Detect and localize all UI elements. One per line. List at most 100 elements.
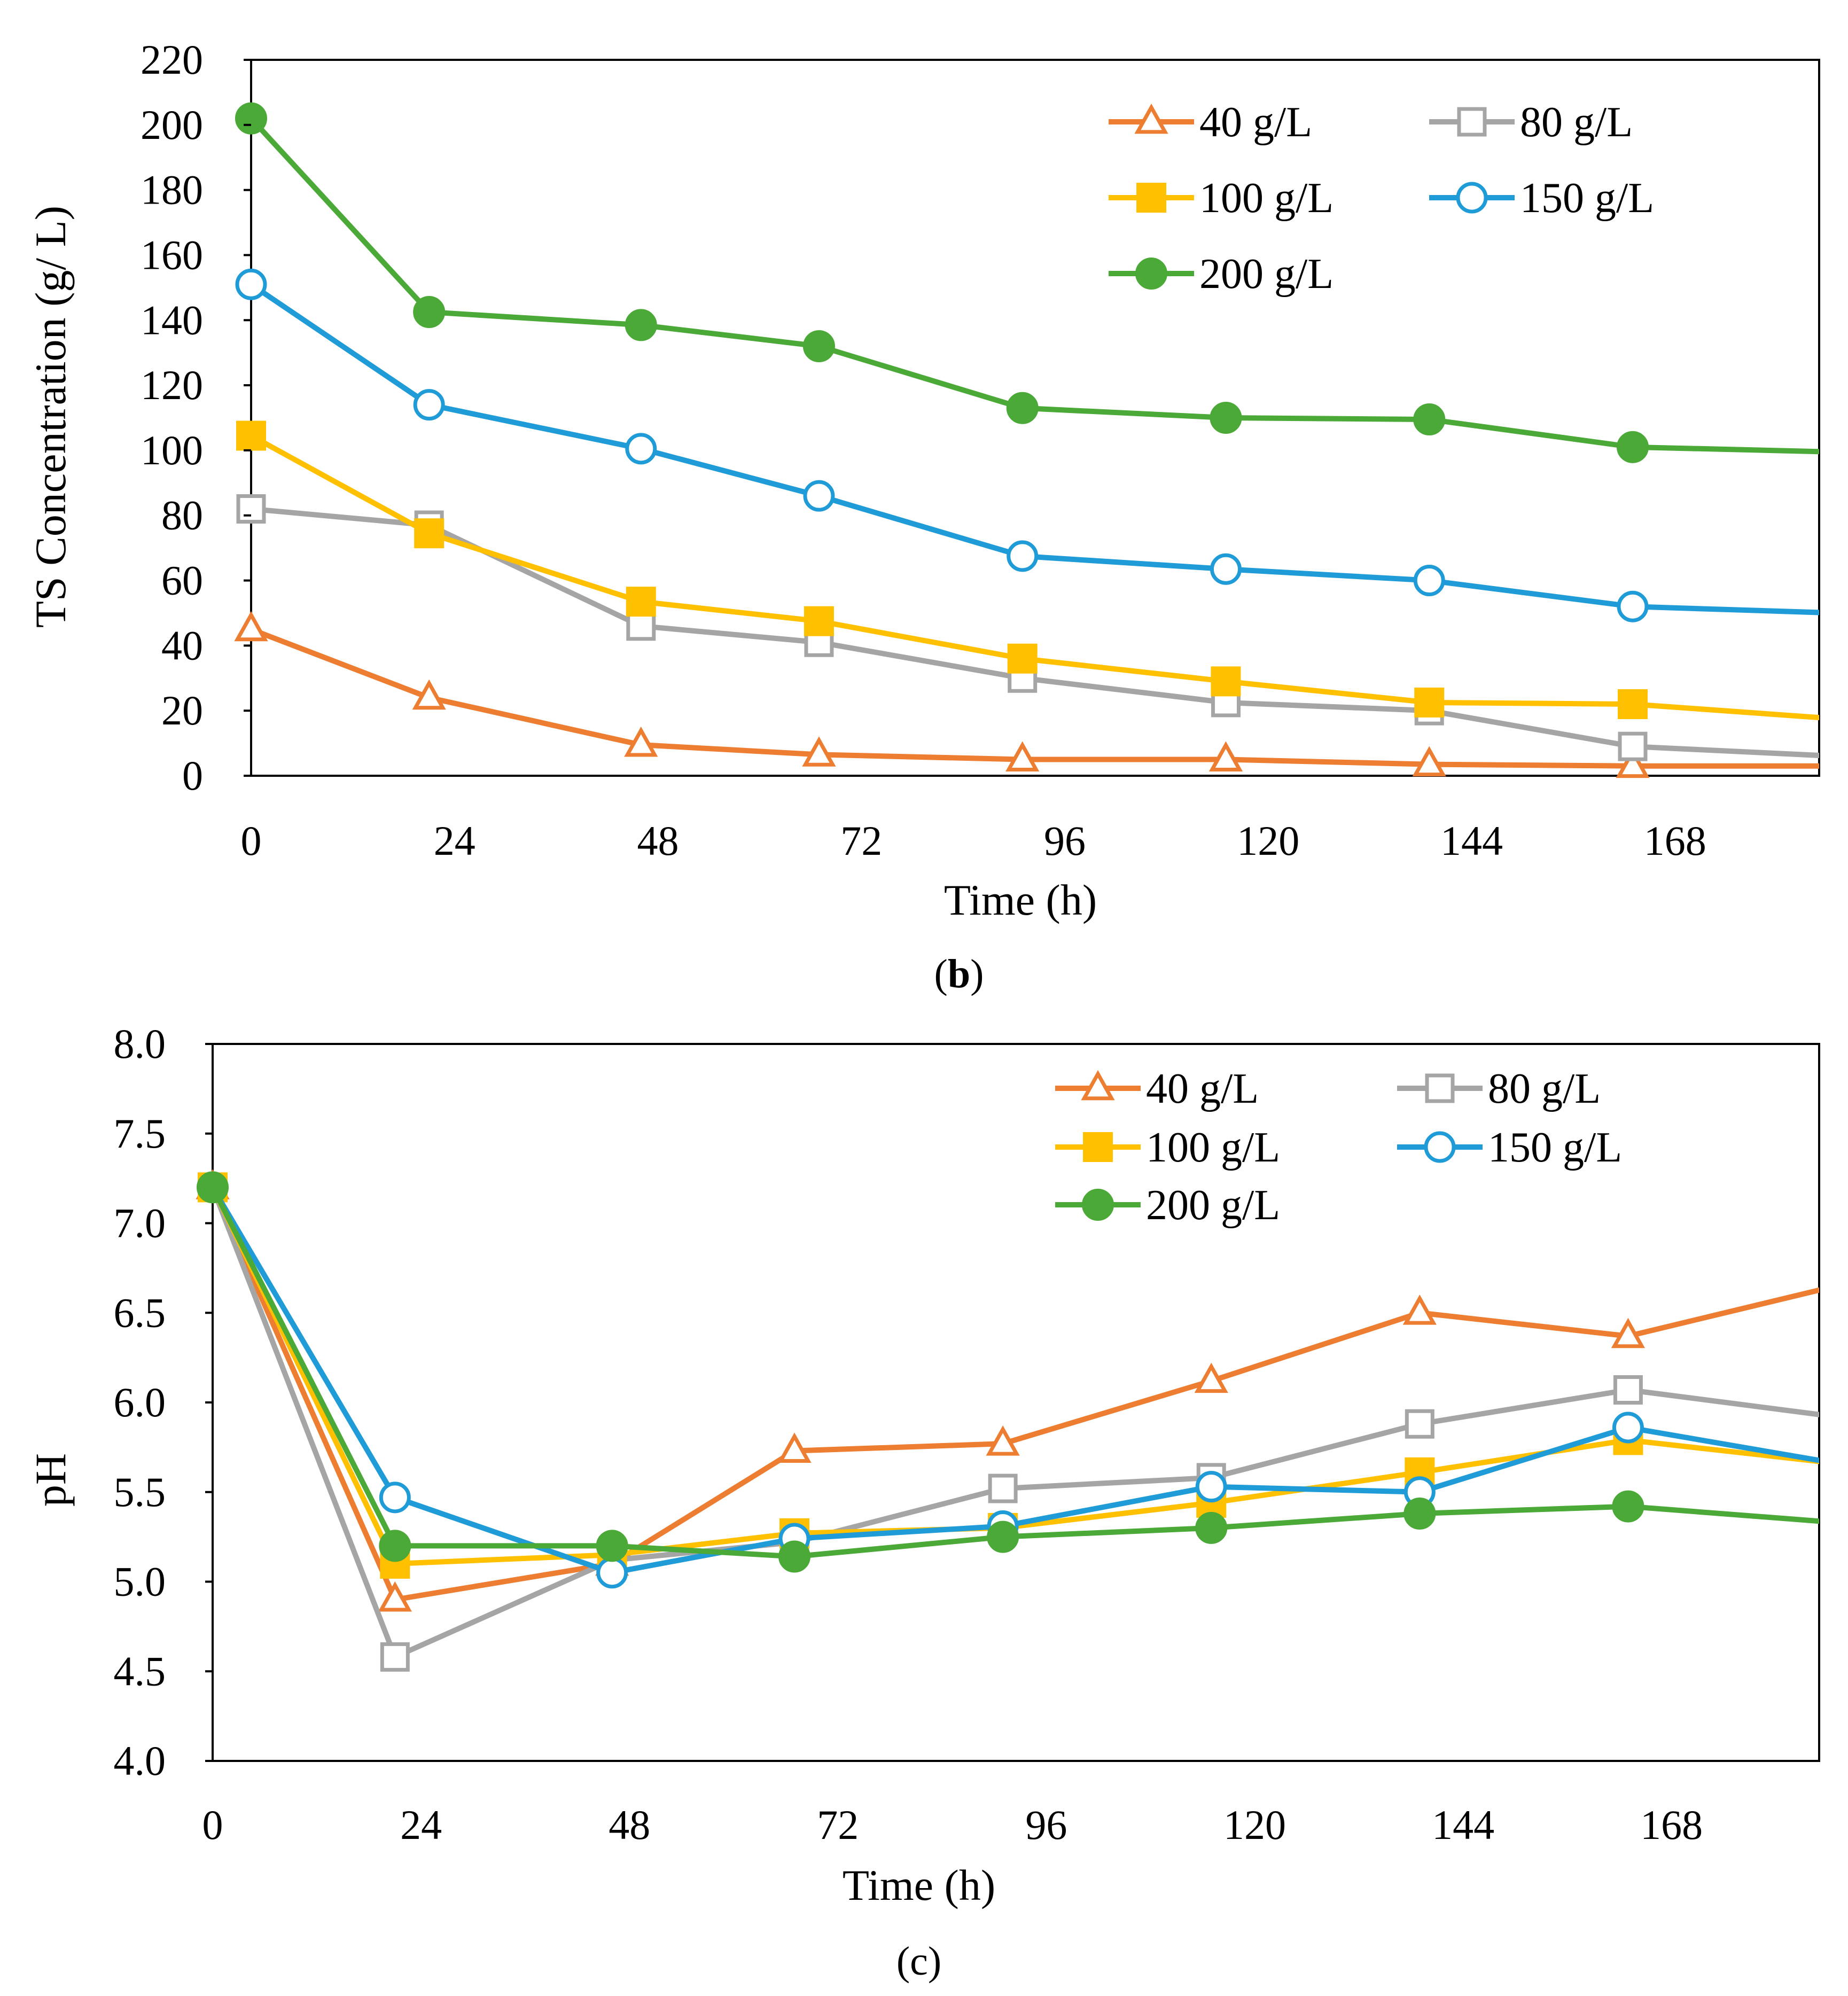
data-point-c-3 <box>1612 1412 1644 1444</box>
panel-label-b: (b) <box>934 952 984 996</box>
data-point-b-2 <box>804 606 834 636</box>
legend-label: 100 g/L <box>1199 175 1334 222</box>
series-b-4 <box>235 102 1819 463</box>
y-tick-label-b: 200 <box>141 102 203 148</box>
y-tick-label-c: 5.5 <box>114 1469 166 1515</box>
data-point-b-2 <box>414 518 445 549</box>
series-b-3 <box>235 268 1819 622</box>
data-point-b-4 <box>1006 392 1039 424</box>
y-tick-label-b: 120 <box>141 362 203 408</box>
panel-label-b-letter: b <box>948 952 970 996</box>
x-tick-label-b: 24 <box>434 817 475 864</box>
data-point-c-1 <box>988 1473 1018 1503</box>
series-b-0 <box>234 611 1819 778</box>
x-tick-label-b: 0 <box>241 817 262 864</box>
data-point-c-3 <box>379 1482 411 1514</box>
legend-entry-c-1: 80 g/L <box>1397 1065 1601 1112</box>
legend-label: 80 g/L <box>1520 99 1633 146</box>
legend-label: 40 g/L <box>1146 1065 1259 1112</box>
data-point-c-4 <box>778 1540 811 1573</box>
data-point-b-2 <box>1007 643 1038 674</box>
data-point-b-3 <box>413 389 445 421</box>
data-point-b-4 <box>1210 402 1242 434</box>
y-tick-label-c: 7.5 <box>114 1110 166 1157</box>
x-axis-title-c: Time (h) <box>843 1861 995 1909</box>
x-axis-title-b: Time (h) <box>944 876 1097 924</box>
data-point-b-0 <box>802 736 836 767</box>
data-point-c-1 <box>1613 1375 1643 1405</box>
data-point-c-0 <box>1611 1317 1646 1348</box>
y-tick-label-c: 6.5 <box>114 1289 166 1336</box>
x-tick-label-c: 48 <box>609 1802 650 1848</box>
data-point-b-1 <box>236 494 266 524</box>
data-point-b-0 <box>1005 741 1040 771</box>
data-point-b-2 <box>236 420 266 451</box>
data-point-b-0 <box>1208 741 1243 771</box>
x-tick-label-c: 72 <box>817 1802 859 1848</box>
data-point-b-2 <box>1211 666 1241 697</box>
ticks-layer-c: 4.0 4.5 5.0 5.5 6.0 6.5 7.0 7.5 8.0 0 24 48 72 96 120 1… <box>114 1020 1703 1848</box>
data-point-b-4 <box>802 330 835 362</box>
legend-b: 40 g/L 80 g/L 100 g/L 150 g/L 200 g/L <box>1109 99 1654 298</box>
y-tick-label-b: 40 <box>161 622 203 668</box>
data-point-b-4 <box>1413 403 1446 436</box>
legend-entry-c-2: 100 g/L <box>1055 1124 1280 1171</box>
data-point-b-1 <box>1618 731 1648 761</box>
x-tick-label-b: 72 <box>840 817 882 864</box>
data-point-b-3 <box>1210 553 1242 585</box>
data-point-b-3 <box>1617 590 1649 622</box>
panel-label-c-letter: c <box>910 1939 928 1984</box>
data-point-b-0 <box>1616 747 1650 778</box>
y-tick-label-c: 4.5 <box>114 1648 166 1694</box>
y-tick-label-b: 100 <box>141 427 203 473</box>
data-point-c-4 <box>596 1530 628 1562</box>
data-point-c-4 <box>1195 1511 1228 1544</box>
y-tick-label-b: 20 <box>161 687 203 734</box>
data-point-b-3 <box>1007 540 1039 572</box>
legend-swatch-marker <box>1135 258 1167 290</box>
x-tick-label-c: 168 <box>1640 1802 1703 1848</box>
ticks-layer-b: 0 20 40 60 80 100 120 140 160 180 200 220 0 24 48 72 96 1… <box>141 36 1706 864</box>
data-point-b-3 <box>803 480 835 512</box>
data-point-c-0 <box>378 1581 412 1612</box>
y-tick-label-b: 220 <box>141 36 203 83</box>
data-point-b-4 <box>235 102 267 135</box>
data-point-c-0 <box>1194 1362 1228 1393</box>
series-c-4 <box>197 1171 1819 1573</box>
data-point-b-2 <box>1617 689 1648 719</box>
y-tick-label-c: 8.0 <box>114 1020 166 1067</box>
data-point-c-4 <box>197 1171 229 1204</box>
data-point-c-3 <box>1195 1471 1227 1503</box>
data-point-b-4 <box>413 296 446 329</box>
data-point-c-0 <box>1402 1295 1437 1325</box>
y-axis-title-c: pH <box>26 1453 75 1507</box>
data-point-c-4 <box>1403 1498 1436 1530</box>
legend-swatch-marker <box>1134 103 1168 134</box>
legend-label: 150 g/L <box>1520 175 1654 222</box>
x-tick-label-b: 168 <box>1644 817 1706 864</box>
data-point-c-1 <box>380 1642 410 1672</box>
y-tick-label-b: 160 <box>141 231 203 278</box>
x-tick-label-b: 120 <box>1237 817 1299 864</box>
legend-entry-c-0: 40 g/L <box>1055 1065 1259 1112</box>
legend-c: 40 g/L 80 g/L 100 g/L 150 g/L 200 g/L <box>1055 1065 1622 1229</box>
data-point-b-0 <box>412 679 446 710</box>
data-point-c-4 <box>379 1530 411 1562</box>
x-tick-label-b: 96 <box>1044 817 1086 864</box>
x-tick-label-c: 144 <box>1432 1802 1494 1848</box>
y-tick-label-b: 140 <box>141 297 203 343</box>
data-point-b-0 <box>1412 746 1446 777</box>
data-point-b-3 <box>1413 565 1445 597</box>
legend-entry-c-4: 200 g/L <box>1055 1182 1280 1229</box>
legend-swatch-marker <box>1082 1189 1114 1221</box>
data-point-c-4 <box>987 1521 1019 1553</box>
legend-swatch-marker <box>1457 107 1487 137</box>
data-point-b-2 <box>626 587 656 617</box>
data-point-c-0 <box>986 1425 1020 1456</box>
data-point-b-0 <box>234 611 268 642</box>
data-point-b-1 <box>626 611 656 641</box>
legend-label: 200 g/L <box>1146 1182 1280 1229</box>
data-point-c-4 <box>1612 1490 1644 1523</box>
legend-entry-b-4: 200 g/L <box>1109 251 1334 298</box>
